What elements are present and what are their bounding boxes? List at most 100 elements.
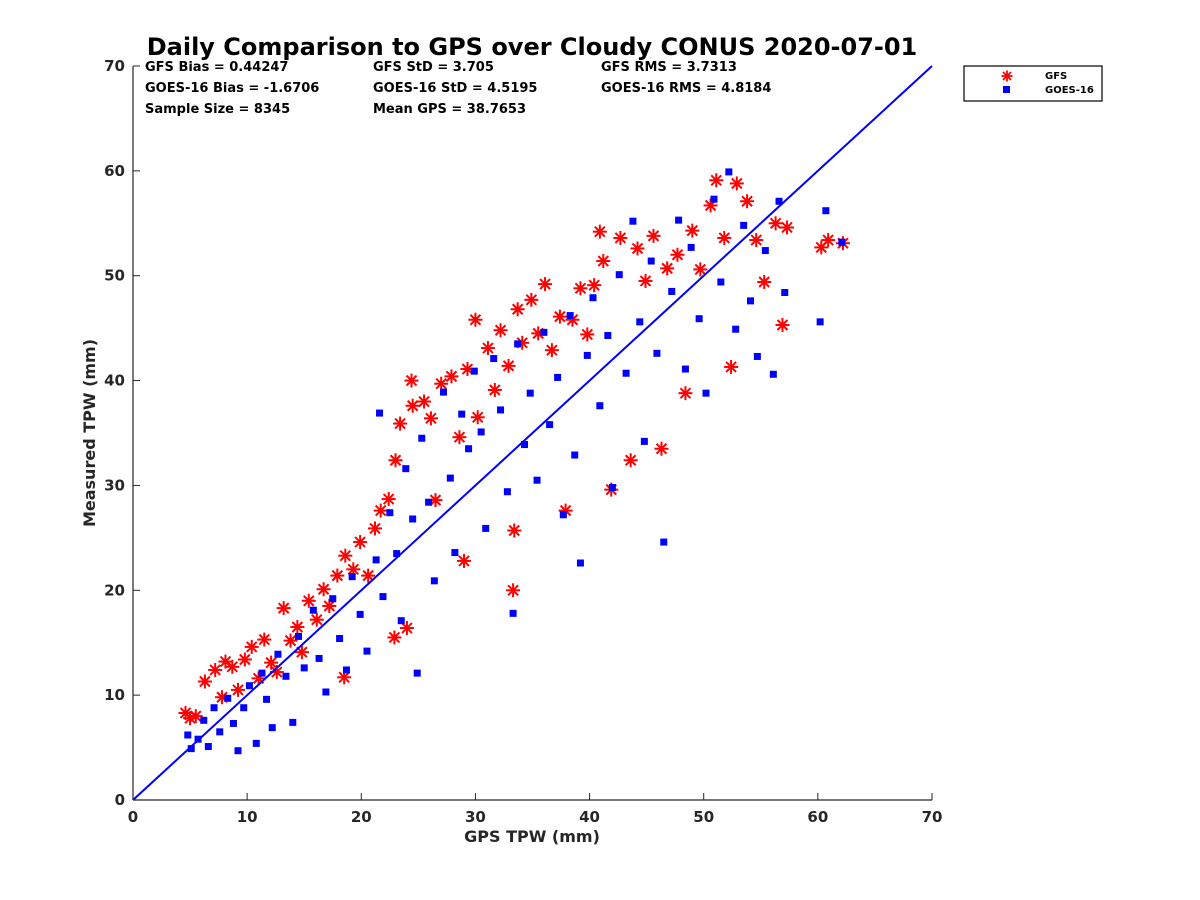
- data-point-gfs: [294, 645, 309, 660]
- data-point-goes16: [315, 654, 323, 662]
- data-point-gfs: [580, 327, 595, 342]
- data-point-goes16: [490, 355, 498, 363]
- x-tick-label: 0: [128, 808, 138, 826]
- data-point-goes16: [289, 718, 297, 726]
- data-point-gfs: [768, 216, 783, 231]
- data-point-gfs: [417, 394, 432, 409]
- data-point-goes16: [589, 294, 597, 302]
- data-point-gfs: [218, 654, 233, 669]
- data-point-goes16: [761, 247, 769, 255]
- data-point-goes16: [477, 428, 485, 436]
- data-point-goes16: [647, 257, 655, 265]
- data-point-gfs: [729, 176, 744, 191]
- stat-goes-std: GOES-16 StD = 4.5195: [373, 81, 537, 96]
- stat-gfs-bias: GFS Bias = 0.44247: [145, 60, 288, 75]
- data-point-goes16: [446, 474, 454, 482]
- stat-sample-size: Sample Size = 8345: [145, 102, 290, 117]
- stat-goes-rms: GOES-16 RMS = 4.8184: [601, 81, 771, 96]
- data-point-gfs: [592, 224, 607, 239]
- data-point-gfs: [399, 621, 414, 636]
- data-point-goes16: [300, 664, 308, 672]
- data-point-gfs: [780, 220, 795, 235]
- data-point-goes16: [210, 704, 218, 712]
- y-tick-label: 40: [104, 372, 125, 390]
- chart-title: Daily Comparison to GPS over Cloudy CONU…: [147, 33, 918, 61]
- data-point-gfs: [353, 535, 368, 550]
- data-point-gfs: [493, 323, 508, 338]
- data-point-gfs: [501, 358, 516, 373]
- x-tick-label: 10: [237, 808, 258, 826]
- data-point-goes16: [295, 632, 303, 640]
- data-point-gfs: [613, 230, 628, 245]
- data-point-gfs: [510, 302, 525, 317]
- data-point-goes16: [660, 538, 668, 546]
- data-point-goes16: [329, 595, 337, 603]
- data-point-gfs: [452, 430, 467, 445]
- data-point-gfs: [316, 582, 331, 597]
- series-layer: [178, 168, 850, 755]
- data-point-goes16: [781, 288, 789, 296]
- data-point-goes16: [402, 465, 410, 473]
- data-point-gfs: [208, 662, 223, 677]
- data-point-gfs: [405, 398, 420, 413]
- data-point-goes16: [583, 351, 591, 359]
- data-point-gfs: [231, 682, 246, 697]
- data-point-gfs: [460, 362, 475, 377]
- data-point-goes16: [240, 704, 248, 712]
- data-point-goes16: [386, 509, 394, 517]
- data-point-gfs: [507, 523, 522, 538]
- data-point-goes16: [596, 402, 604, 410]
- data-point-goes16: [566, 312, 574, 320]
- data-point-goes16: [363, 647, 371, 655]
- data-point-goes16: [681, 365, 689, 373]
- data-point-goes16: [258, 669, 266, 677]
- data-point-goes16: [775, 197, 783, 205]
- data-point-goes16: [838, 238, 846, 246]
- y-tick-label: 0: [115, 791, 125, 809]
- data-point-goes16: [413, 669, 421, 677]
- data-point-gfs: [361, 568, 376, 583]
- x-tick-label: 30: [465, 808, 486, 826]
- data-point-gfs: [544, 343, 559, 358]
- data-point-goes16: [687, 243, 695, 251]
- data-point-goes16: [376, 409, 384, 417]
- data-point-goes16: [559, 511, 567, 519]
- data-point-goes16: [732, 325, 740, 333]
- data-point-gfs: [338, 548, 353, 563]
- data-point-gfs: [630, 241, 645, 256]
- data-point-gfs: [506, 583, 521, 598]
- data-point-gfs: [373, 503, 388, 518]
- data-point-goes16: [200, 716, 208, 724]
- stats-block: GFS Bias = 0.44247 GFS StD = 3.705 GFS R…: [145, 60, 771, 117]
- data-point-goes16: [342, 666, 350, 674]
- data-point-goes16: [615, 271, 623, 279]
- data-point-goes16: [229, 719, 237, 727]
- data-point-gfs: [638, 273, 653, 288]
- data-point-goes16: [470, 367, 478, 375]
- x-tick-label: 70: [922, 808, 943, 826]
- y-tick-label: 70: [104, 57, 125, 75]
- data-point-gfs: [264, 655, 279, 670]
- data-point-goes16: [356, 610, 364, 618]
- data-point-gfs: [740, 194, 755, 209]
- data-point-gfs: [393, 416, 408, 431]
- data-point-goes16: [322, 688, 330, 696]
- data-point-goes16: [653, 349, 661, 357]
- data-point-goes16: [497, 406, 505, 414]
- data-point-gfs: [623, 453, 638, 468]
- data-point-goes16: [636, 318, 644, 326]
- x-tick-label: 60: [807, 808, 828, 826]
- data-point-goes16: [604, 331, 612, 339]
- x-tick-label: 50: [693, 808, 714, 826]
- x-axis-label: GPS TPW (mm): [464, 827, 600, 846]
- y-tick-label: 50: [104, 267, 125, 285]
- data-point-gfs: [276, 601, 291, 616]
- data-point-goes16: [263, 695, 271, 703]
- data-point-gfs: [775, 317, 790, 332]
- data-point-gfs: [814, 240, 829, 255]
- data-point-gfs: [428, 493, 443, 508]
- data-point-goes16: [822, 207, 830, 215]
- plot-area: 0 10 20 30 40 50 60 70 0 10 20 30 40 50 60 70: [104, 57, 942, 826]
- data-point-gfs: [457, 553, 472, 568]
- data-point-goes16: [379, 593, 387, 601]
